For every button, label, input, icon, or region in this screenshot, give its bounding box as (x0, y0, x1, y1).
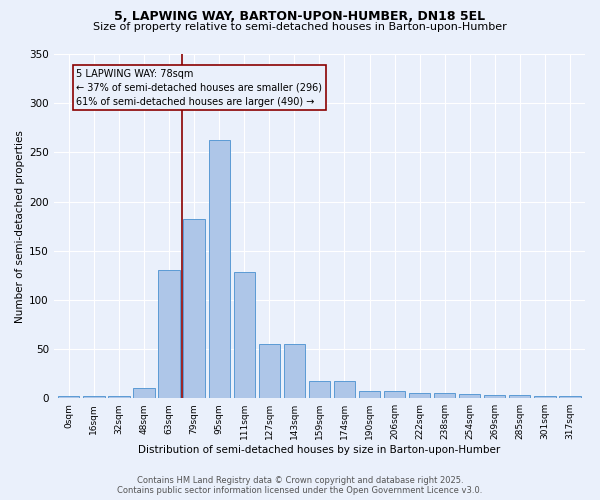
Bar (434, 394, 455, 398)
Bar (233, 272, 255, 398)
Bar (484, 396, 505, 398)
Bar (83, 396, 104, 398)
Y-axis label: Number of semi-detached properties: Number of semi-detached properties (15, 130, 25, 322)
Bar (284, 344, 305, 398)
Text: Contains HM Land Registry data © Crown copyright and database right 2025.
Contai: Contains HM Land Registry data © Crown c… (118, 476, 482, 495)
Bar (58, 396, 79, 398)
Text: 5, LAPWING WAY, BARTON-UPON-HUMBER, DN18 5EL: 5, LAPWING WAY, BARTON-UPON-HUMBER, DN18… (115, 10, 485, 23)
Bar (184, 219, 205, 398)
Text: Size of property relative to semi-detached houses in Barton-upon-Humber: Size of property relative to semi-detach… (93, 22, 507, 32)
Bar (359, 392, 380, 398)
Bar (334, 380, 355, 398)
Bar (534, 396, 556, 398)
Text: 5 LAPWING WAY: 78sqm
← 37% of semi-detached houses are smaller (296)
61% of semi: 5 LAPWING WAY: 78sqm ← 37% of semi-detac… (76, 69, 322, 107)
Bar (108, 396, 130, 398)
Bar (559, 396, 581, 398)
Bar (133, 388, 155, 398)
Bar (209, 140, 230, 398)
Bar (509, 396, 530, 398)
Bar (309, 380, 330, 398)
Bar (409, 394, 430, 398)
Bar (384, 392, 405, 398)
Bar (459, 394, 481, 398)
Bar (158, 270, 179, 398)
X-axis label: Distribution of semi-detached houses by size in Barton-upon-Humber: Distribution of semi-detached houses by … (138, 445, 500, 455)
Bar (259, 344, 280, 398)
